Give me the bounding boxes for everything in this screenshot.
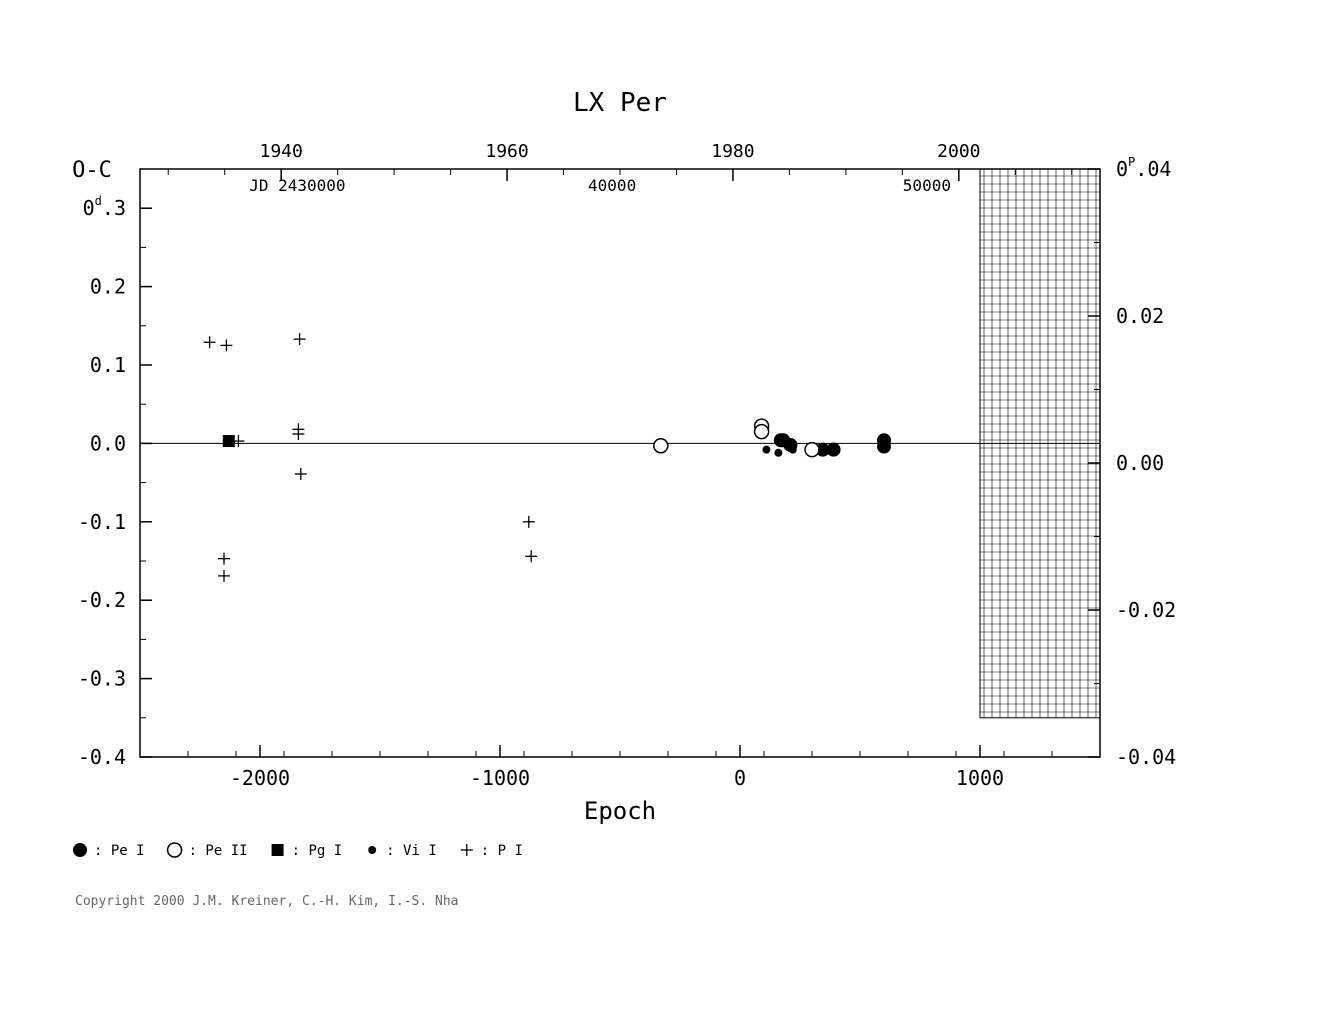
oc-diagram-page: -2000 -1000 0 1000 Epoch 1940 1960 1980 2000 4000… — [0, 0, 1325, 1020]
svg-text:1980: 1980 — [711, 141, 754, 162]
svg-text:JD 2430000: JD 2430000 — [249, 176, 345, 195]
svg-text:: Pe I: : Pe I — [94, 843, 145, 859]
svg-text:O-C: O-C — [72, 158, 112, 183]
svg-text:0.02: 0.02 — [1116, 304, 1164, 328]
svg-text:0.0: 0.0 — [90, 431, 126, 455]
svg-text:0.2: 0.2 — [90, 275, 126, 299]
svg-text:-0.4: -0.4 — [78, 745, 126, 769]
svg-text:Epoch: Epoch — [584, 797, 656, 825]
svg-text:-0.3: -0.3 — [78, 667, 126, 691]
svg-text:0: 0 — [734, 766, 746, 790]
svg-text:0.00: 0.00 — [1116, 451, 1164, 475]
svg-text:2000: 2000 — [937, 141, 980, 162]
svg-text:50000: 50000 — [903, 176, 951, 195]
svg-text:-0.02: -0.02 — [1116, 598, 1176, 622]
svg-text:1940: 1940 — [259, 141, 302, 162]
svg-text:-2000: -2000 — [230, 766, 290, 790]
oc-scatter-plot: -2000 -1000 0 1000 Epoch 1940 1960 1980 2000 4000… — [0, 0, 1325, 1020]
svg-text:-1000: -1000 — [470, 766, 530, 790]
svg-text:0d.3: 0d.3 — [83, 194, 126, 220]
svg-text:40000: 40000 — [588, 176, 636, 195]
svg-text:0.1: 0.1 — [90, 353, 126, 377]
svg-text:1960: 1960 — [485, 141, 528, 162]
svg-text:: Pg I: : Pg I — [292, 843, 343, 859]
svg-text:0P.04: 0P.04 — [1116, 155, 1171, 181]
svg-text:: Pe II: : Pe II — [189, 843, 248, 859]
svg-text:LX Per: LX Per — [573, 88, 667, 118]
svg-text:: P I: : P I — [481, 843, 523, 859]
data-points — [204, 333, 891, 582]
svg-text:Copyright 2000 J.M. Kreiner, C: Copyright 2000 J.M. Kreiner, C.-H. Kim, … — [75, 894, 459, 909]
svg-text:-0.2: -0.2 — [78, 588, 126, 612]
svg-text:-0.1: -0.1 — [78, 510, 126, 534]
svg-text:: Vi I: : Vi I — [386, 843, 437, 859]
svg-text:-0.04: -0.04 — [1116, 745, 1176, 769]
svg-text:1000: 1000 — [956, 766, 1004, 790]
